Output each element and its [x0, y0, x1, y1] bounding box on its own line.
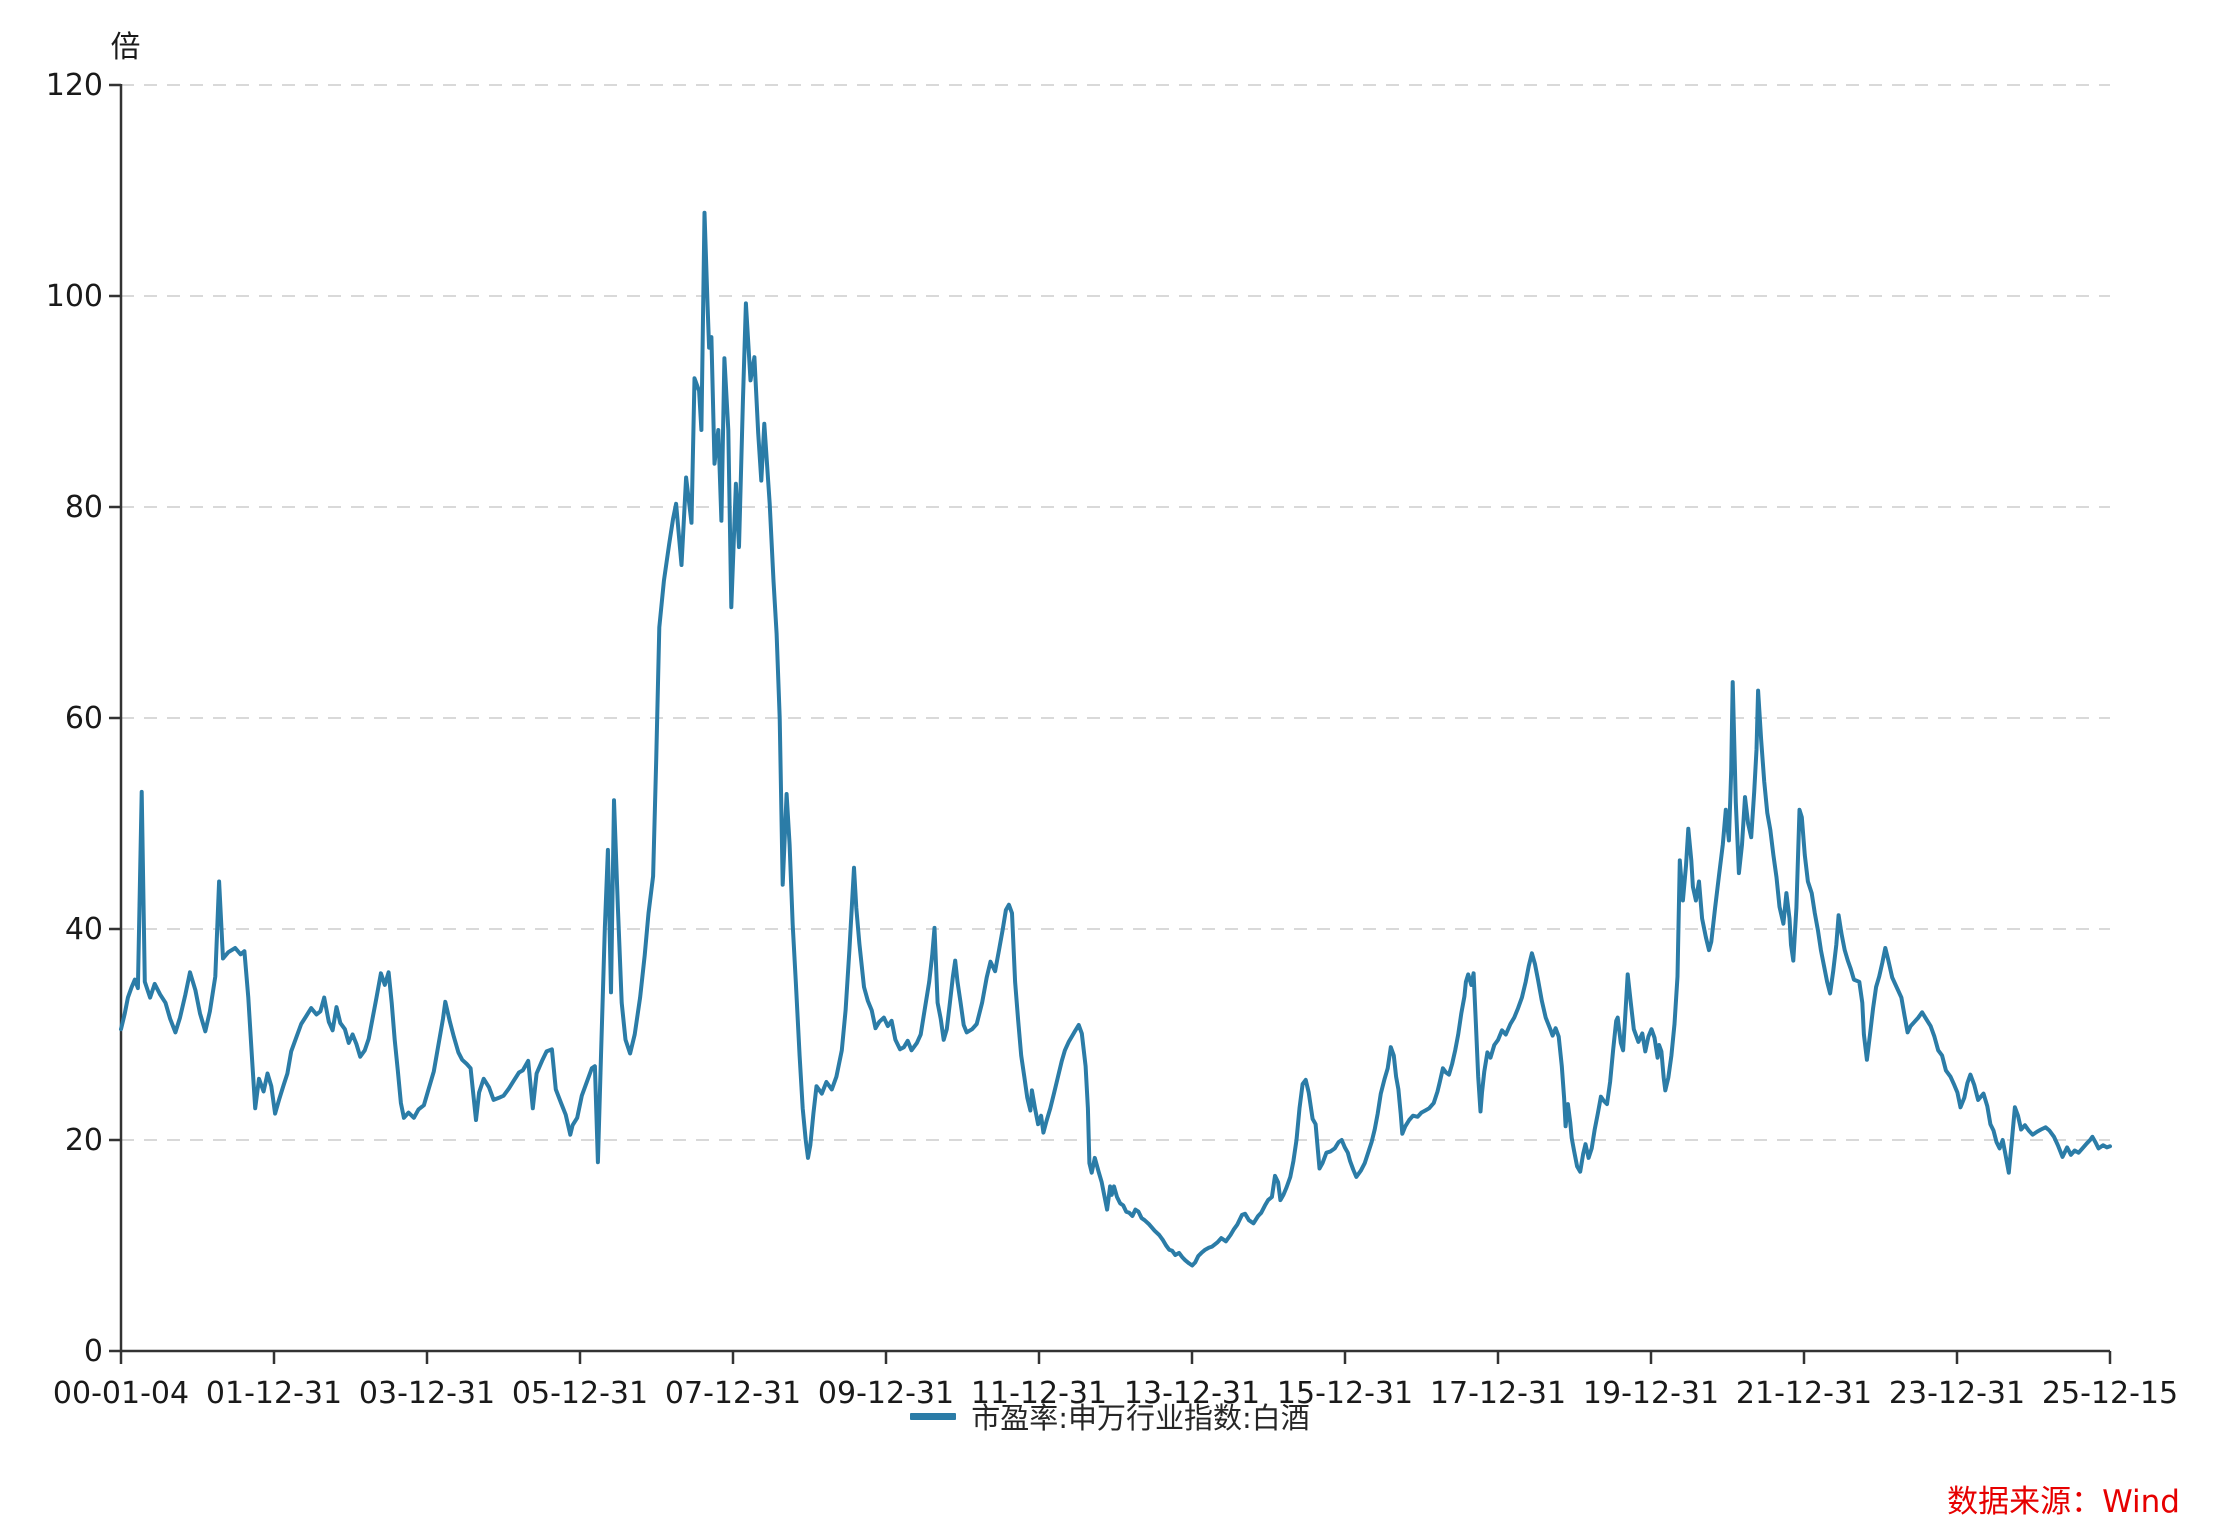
x-tick-label-19-12-31: 19-12-31 [1583, 1376, 1719, 1411]
x-tick-label-21-12-31: 21-12-31 [1736, 1376, 1872, 1411]
data-source-note: 数据来源：Wind [1947, 1484, 2180, 1520]
legend-series-label: 市盈率:申万行业指数:白酒 [971, 1401, 1310, 1435]
legend-line-swatch [910, 1412, 957, 1420]
x-tick-label-01-12-31: 01-12-31 [206, 1376, 342, 1411]
x-tick-label-25-12-15: 25-12-15 [2042, 1376, 2178, 1411]
axes [109, 83, 2112, 1364]
y-tick-label-80: 80 [65, 490, 103, 525]
y-tick-label-20: 20 [65, 1123, 103, 1158]
x-tick-label-15-12-31: 15-12-31 [1277, 1376, 1413, 1411]
y-tick-label-120: 120 [46, 68, 103, 103]
x-tick-label-09-12-31: 09-12-31 [818, 1376, 954, 1411]
x-tick-label-23-12-31: 23-12-31 [1889, 1376, 2025, 1411]
x-tick-label-00-01-04: 00-01-04 [53, 1376, 189, 1411]
y-axis-unit-label: 倍 [110, 30, 142, 65]
x-tick-label-11-12-31: 11-12-31 [971, 1376, 1107, 1411]
x-tick-label-07-12-31: 07-12-31 [665, 1376, 801, 1411]
y-tick-label-40: 40 [65, 912, 103, 947]
x-tick-label-13-12-31: 13-12-31 [1124, 1376, 1260, 1411]
legend: 市盈率:申万行业指数:白酒 [0, 1398, 2220, 1435]
x-tick-label-17-12-31: 17-12-31 [1430, 1376, 1566, 1411]
y-tick-label-100: 100 [46, 279, 103, 314]
gridlines [121, 84, 2110, 1141]
tick-labels: 0 20 40 60 80 100 120 00-01-04 01-12-31 03-12-31 0… [46, 68, 2178, 1411]
series-line [119, 210, 2112, 1268]
x-tick-label-05-12-31: 05-12-31 [512, 1376, 648, 1411]
y-tick-label-60: 60 [65, 701, 103, 736]
x-tick-label-03-12-31: 03-12-31 [359, 1376, 495, 1411]
y-tick-label-0: 0 [84, 1334, 103, 1369]
